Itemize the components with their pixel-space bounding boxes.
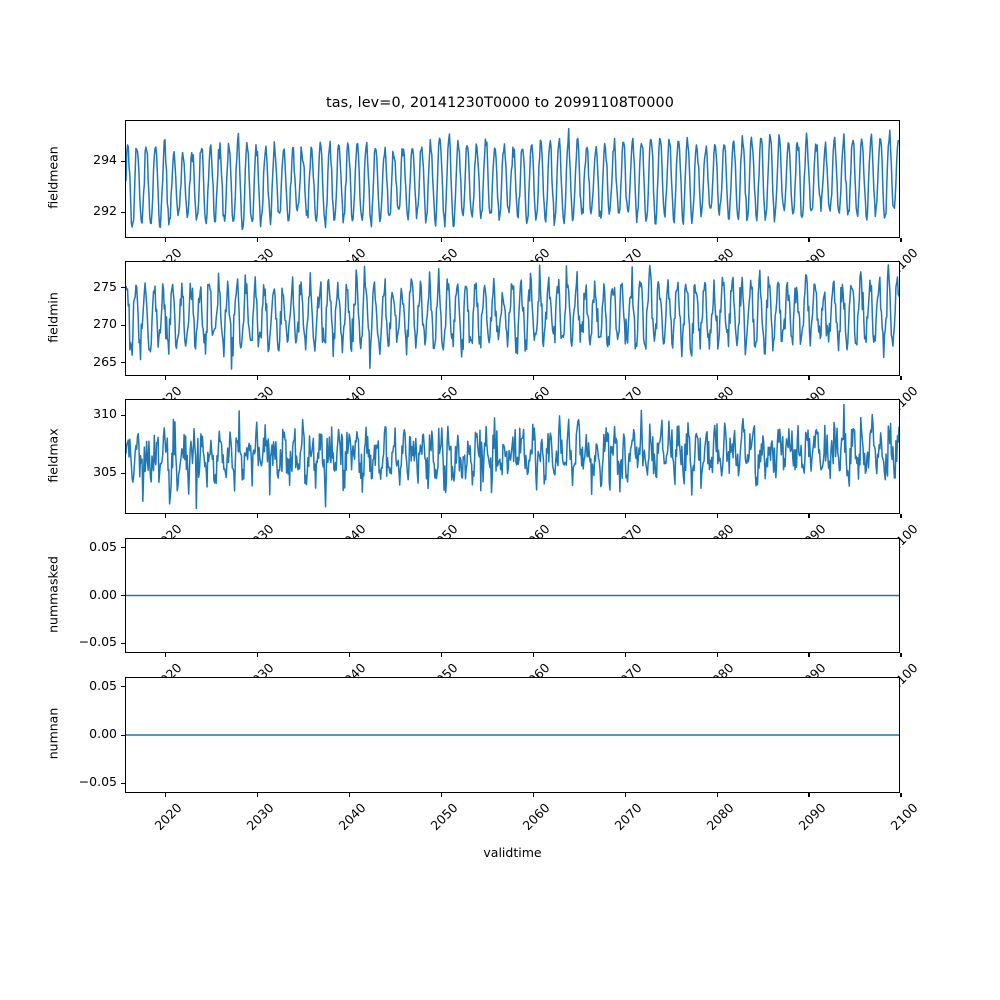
x-tick-mark xyxy=(624,376,626,380)
x-tick-mark xyxy=(624,653,626,657)
x-tick-mark xyxy=(808,653,810,657)
x-tick-mark xyxy=(164,793,167,797)
x-tick-mark xyxy=(256,376,258,380)
x-tick-mark xyxy=(256,514,258,518)
y-tick-label: 265 xyxy=(93,353,117,369)
series-canvas-numnan xyxy=(126,678,899,792)
y-tick-label: 0.00 xyxy=(89,726,117,741)
x-tick-mark xyxy=(808,793,810,797)
y-tick-mark xyxy=(121,160,125,162)
x-tick-mark xyxy=(532,238,534,242)
x-tick-mark xyxy=(532,376,534,380)
data-line-fieldmax xyxy=(126,405,899,509)
series-canvas-fieldmax xyxy=(126,400,899,513)
plot-panel-fieldmin xyxy=(125,261,900,376)
x-tick-mark xyxy=(348,238,350,242)
x-tick-mark xyxy=(716,653,718,657)
x-tick-mark xyxy=(256,793,258,797)
x-tick-mark xyxy=(532,514,534,518)
y-tick-mark xyxy=(121,734,125,736)
y-tick-label: 0.00 xyxy=(89,586,117,602)
y-tick-label: 294 xyxy=(93,152,117,168)
x-tick-mark xyxy=(808,376,810,380)
y-tick-label: 0.05 xyxy=(89,677,117,693)
x-tick-mark xyxy=(900,653,902,657)
x-tick-mark xyxy=(348,653,350,657)
x-tick-mark xyxy=(900,793,902,797)
x-tick-mark xyxy=(716,514,718,518)
x-tick-mark xyxy=(164,238,167,242)
y-tick-mark xyxy=(121,595,125,597)
x-tick-mark xyxy=(808,238,810,242)
y-tick-mark xyxy=(121,414,125,416)
x-tick-mark xyxy=(808,514,810,518)
y-tick-mark xyxy=(121,362,125,364)
y-axis-label-fieldmax: fieldmax xyxy=(45,427,61,483)
x-tick-mark xyxy=(440,376,442,380)
plot-panel-numnan xyxy=(125,677,900,793)
y-axis-label-fieldmean: fieldmean xyxy=(45,146,61,209)
y-tick-label: −0.05 xyxy=(78,634,117,650)
y-tick-label: 292 xyxy=(93,203,117,219)
x-tick-mark xyxy=(440,653,442,657)
y-tick-label: 270 xyxy=(93,316,117,332)
y-tick-mark xyxy=(121,642,125,644)
x-tick-mark xyxy=(348,793,350,797)
y-axis-label-fieldmin: fieldmin xyxy=(45,291,61,343)
x-tick-mark xyxy=(900,376,902,380)
plot-panel-fieldmax xyxy=(125,399,900,514)
x-axis-label: validtime xyxy=(483,845,542,860)
y-tick-mark xyxy=(121,287,125,289)
x-tick-mark xyxy=(256,653,258,657)
y-tick-label: 310 xyxy=(93,406,117,422)
y-axis-label-nummasked: nummasked xyxy=(45,555,61,633)
x-tick-mark xyxy=(624,793,626,797)
data-line-fieldmin xyxy=(126,265,899,369)
x-tick-mark xyxy=(900,238,902,242)
data-line-fieldmean xyxy=(126,129,899,230)
y-tick-mark xyxy=(121,547,125,549)
y-tick-mark xyxy=(121,211,125,213)
y-tick-mark xyxy=(121,472,125,474)
x-tick-mark xyxy=(532,793,534,797)
x-tick-mark xyxy=(532,653,534,657)
figure-title: tas, lev=0, 20141230T0000 to 20991108T00… xyxy=(326,95,674,111)
series-canvas-fieldmin xyxy=(126,262,899,375)
x-tick-mark xyxy=(900,514,902,518)
x-tick-mark xyxy=(348,514,350,518)
x-tick-mark xyxy=(440,238,442,242)
x-tick-mark xyxy=(716,793,718,797)
x-tick-mark xyxy=(164,653,167,657)
y-tick-mark xyxy=(121,782,125,784)
x-tick-mark xyxy=(440,514,442,518)
x-tick-mark xyxy=(716,376,718,380)
plot-panel-fieldmean xyxy=(125,120,900,238)
y-tick-label: −0.05 xyxy=(78,774,117,790)
y-tick-label: 305 xyxy=(93,464,117,480)
y-tick-label: 275 xyxy=(93,278,117,294)
series-canvas-fieldmean xyxy=(126,121,899,237)
y-tick-label: 0.05 xyxy=(89,538,117,554)
y-tick-mark xyxy=(121,324,125,326)
y-tick-mark xyxy=(121,686,125,688)
x-tick-mark xyxy=(716,238,718,242)
x-tick-mark xyxy=(624,238,626,242)
x-tick-mark xyxy=(256,238,258,242)
x-tick-mark xyxy=(440,793,442,797)
x-tick-mark xyxy=(348,376,350,380)
series-canvas-nummasked xyxy=(126,539,899,652)
plot-panel-nummasked xyxy=(125,538,900,653)
x-tick-mark xyxy=(164,514,167,518)
x-tick-mark xyxy=(164,376,167,380)
x-tick-mark xyxy=(624,514,626,518)
y-axis-label-numnan: numnan xyxy=(45,707,61,760)
